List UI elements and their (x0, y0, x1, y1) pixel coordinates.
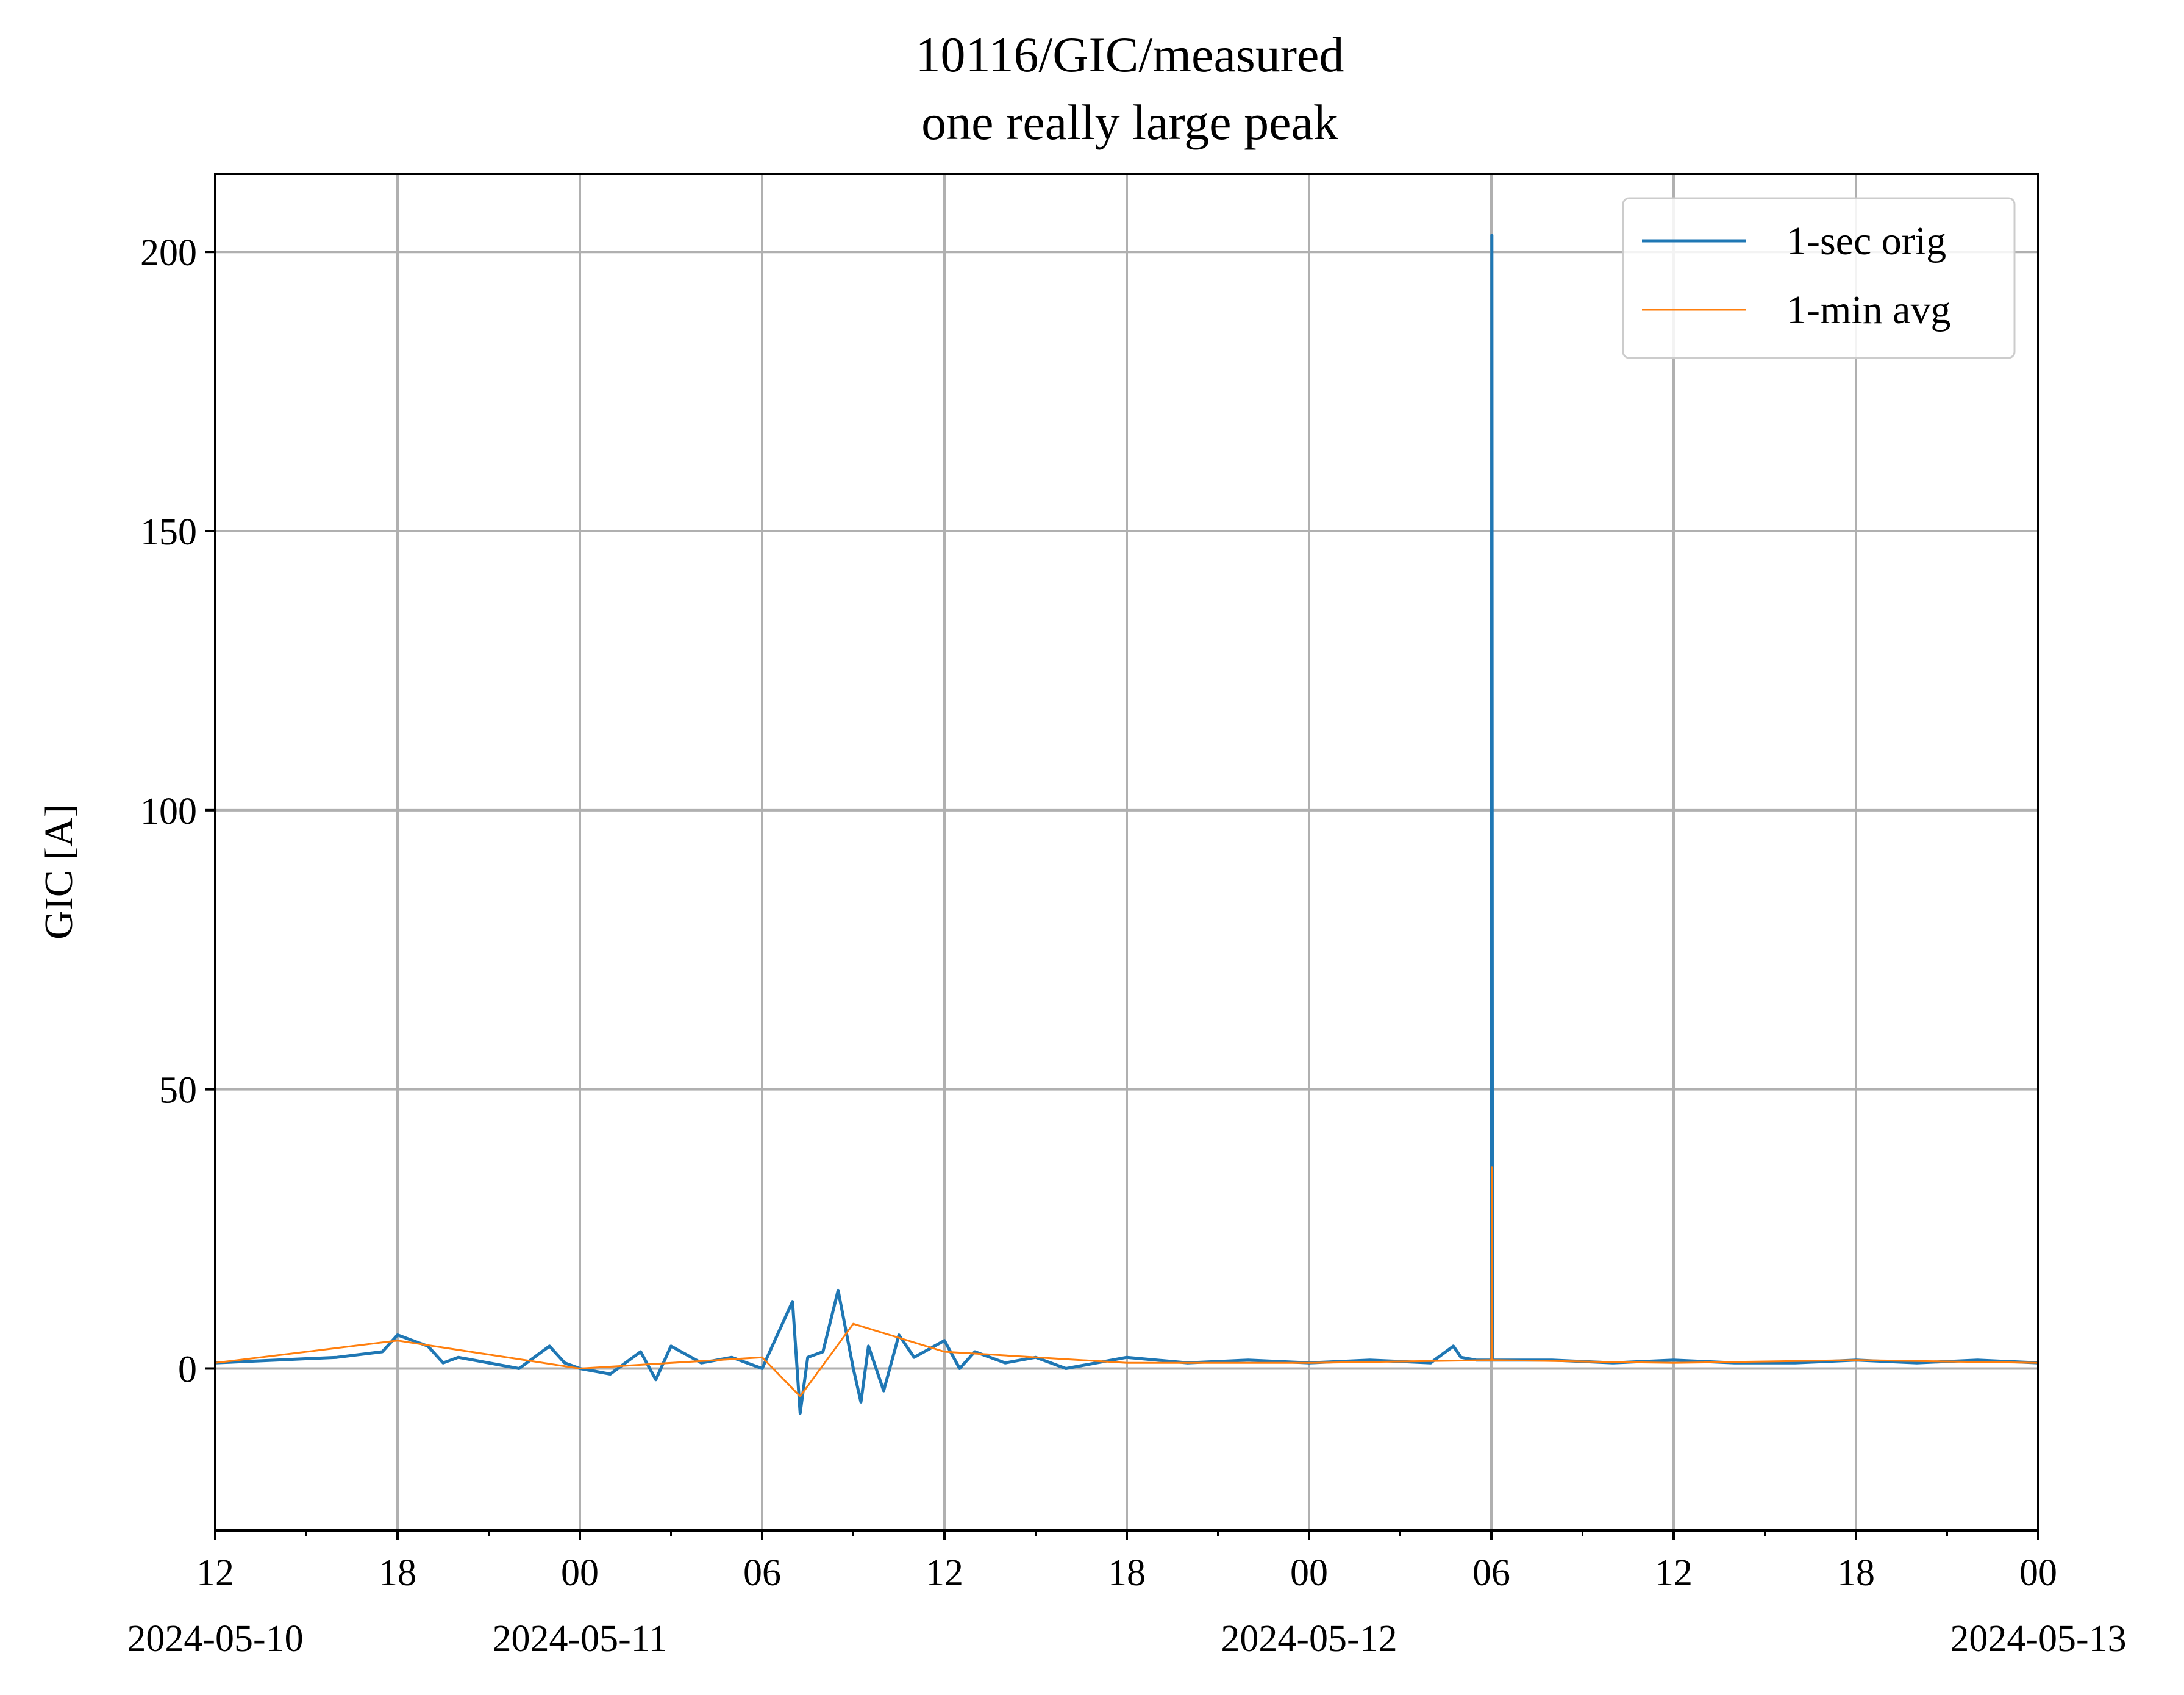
y-tick-label: 150 (140, 512, 197, 553)
legend-label: 1-min avg (1786, 288, 1950, 332)
x-tick-date-label: 2024-05-10 (127, 1618, 303, 1660)
y-tick-label: 100 (140, 791, 197, 832)
legend-box (1622, 197, 2016, 359)
x-tick-label: 00 (1290, 1552, 1328, 1594)
series-layer (215, 234, 2039, 1415)
x-tick-label: 18 (1108, 1552, 1146, 1594)
y-tick-label: 200 (140, 232, 197, 274)
y-tick-label: 0 (178, 1349, 197, 1390)
x-tick-label: 18 (1837, 1552, 1875, 1594)
series-line-orig (215, 234, 2039, 1415)
series-line-avg (215, 1166, 2039, 1397)
x-tick-date-label: 2024-05-13 (1950, 1618, 2126, 1660)
y-tick-label: 50 (159, 1070, 197, 1112)
chart-title: 10116/GIC/measured (916, 27, 1344, 82)
legend: 1-sec orig 1-min avg (1622, 197, 2016, 359)
chart-subtitle: one really large peak (921, 95, 1338, 150)
x-tick-label: 00 (2019, 1552, 2057, 1594)
x-tick-label: 18 (379, 1552, 416, 1594)
x-tick-label: 12 (196, 1552, 234, 1594)
grid (214, 174, 2039, 1530)
y-axis: 0 50 100 150 200 (140, 232, 215, 1390)
x-tick-label: 12 (926, 1552, 963, 1594)
x-tick-date-label: 2024-05-12 (1221, 1618, 1397, 1660)
x-tick-label: 06 (743, 1552, 781, 1594)
y-axis-label: GIC [A] (37, 804, 81, 940)
legend-label: 1-sec orig (1786, 219, 1946, 263)
x-tick-label: 06 (1472, 1552, 1510, 1594)
x-axis: 12 2024-05-10 18 00 2024-05-11 06 12 18 00 2024-0… (127, 1530, 2127, 1660)
x-tick-label: 12 (1655, 1552, 1693, 1594)
x-tick-label: 00 (561, 1552, 599, 1594)
x-tick-date-label: 2024-05-11 (493, 1618, 668, 1660)
